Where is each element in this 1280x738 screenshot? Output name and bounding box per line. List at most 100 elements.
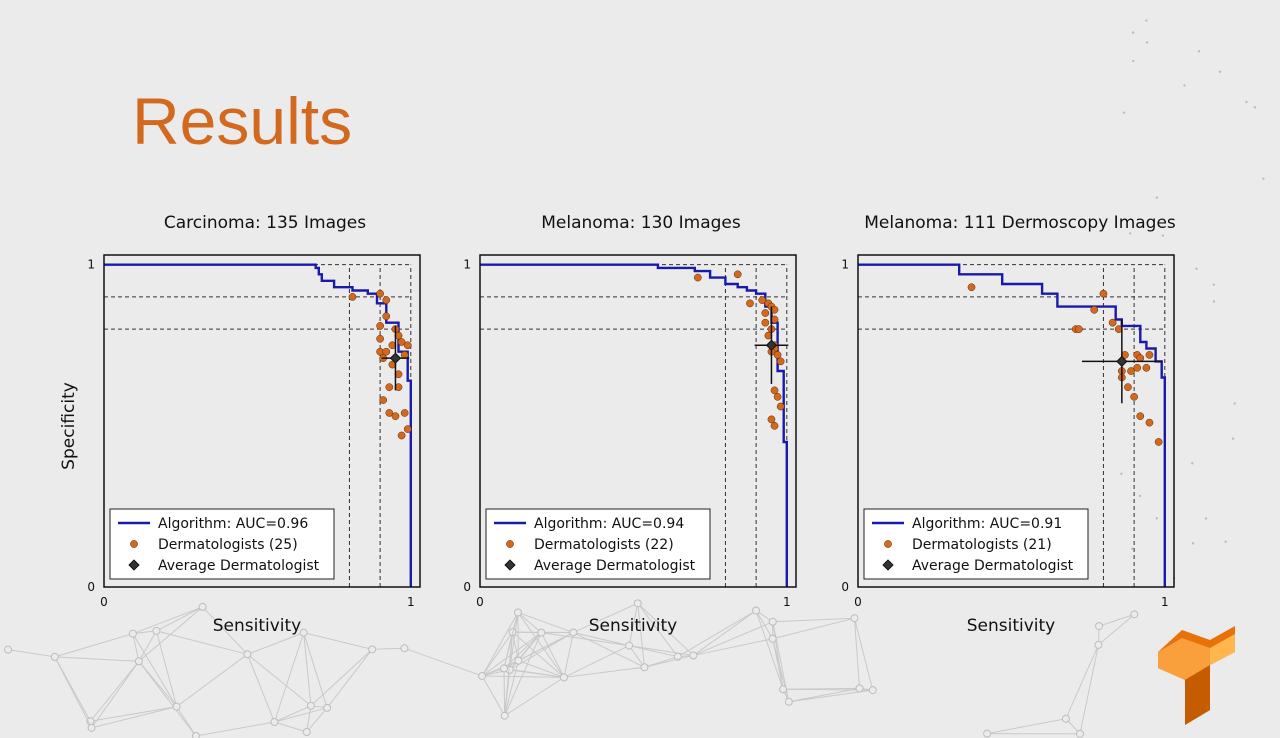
chart-legend: Algorithm: AUC=0.96 Dermatologists (25) Av… xyxy=(109,508,335,580)
network-node xyxy=(850,614,859,623)
network-edge xyxy=(573,631,645,668)
legend-dermatologist-label: Dermatologists (22) xyxy=(534,537,674,553)
network-edge xyxy=(155,630,178,707)
network-node xyxy=(152,626,161,635)
network-edge xyxy=(517,632,542,661)
network-edge xyxy=(540,632,565,678)
dermatologist-point xyxy=(385,383,394,392)
dermatologist-point xyxy=(770,386,779,395)
network-edge xyxy=(517,612,565,678)
network-edge xyxy=(573,602,638,633)
dermatologist-point xyxy=(348,293,357,301)
network-edge xyxy=(503,612,519,669)
average-dermatologist-marker xyxy=(765,339,778,351)
network-node xyxy=(191,732,200,738)
network-node xyxy=(1130,610,1139,619)
network-edge xyxy=(176,653,248,708)
dermatologist-point xyxy=(1133,363,1142,372)
network-edge xyxy=(306,707,328,733)
network-edge xyxy=(637,603,679,657)
dermatologist-point xyxy=(376,322,384,330)
network-dot xyxy=(1212,283,1215,286)
network-edge xyxy=(246,654,275,723)
network-edge xyxy=(504,632,513,716)
network-edge xyxy=(54,656,139,662)
dermatologist-point xyxy=(1145,351,1154,359)
y-tick-label: 1 xyxy=(463,258,471,272)
network-edge xyxy=(755,610,774,640)
dermatologist-point xyxy=(382,296,391,304)
legend-dermatologist-swatch xyxy=(506,540,514,548)
y-axis-label: Specificity xyxy=(59,382,79,470)
network-edge xyxy=(89,660,140,722)
algorithm-roc-curve xyxy=(480,263,788,587)
network-edge xyxy=(138,660,178,707)
network-edge xyxy=(54,633,133,658)
chart-melanoma-dermoscopy: Melanoma: 111 Dermoscopy Images 0 1 0 1 Sensi… xyxy=(841,213,1176,636)
network-edge xyxy=(637,603,645,668)
network-edge xyxy=(693,610,757,656)
network-node xyxy=(569,628,578,637)
x-axis-label: Sensitivity xyxy=(589,616,678,636)
network-edge xyxy=(637,602,694,656)
slide-title: Results xyxy=(132,84,353,158)
network-dot xyxy=(1231,437,1235,440)
network-edge xyxy=(91,706,177,729)
legend-average-label: Average Dermatologist xyxy=(912,558,1074,574)
algorithm-roc-curve xyxy=(104,263,412,587)
legend-average-label: Average Dermatologist xyxy=(158,558,320,574)
network-edge xyxy=(132,606,203,635)
dermatologist-point xyxy=(761,318,770,327)
network-edge xyxy=(563,632,574,678)
dermatologist-point xyxy=(1136,412,1145,421)
network-edge xyxy=(503,667,565,678)
network-node xyxy=(513,608,522,617)
network-edge xyxy=(404,647,483,677)
network-edge xyxy=(482,675,564,678)
network-dot xyxy=(1262,177,1265,180)
network-edge xyxy=(132,633,178,707)
network-edge xyxy=(788,687,860,703)
chart-carcinoma: Carcinoma: 135 Images 0 1 0 1 Sensitivity Spec… xyxy=(59,213,421,636)
network-node xyxy=(368,645,377,654)
network-node xyxy=(779,685,788,694)
network-edge xyxy=(132,633,140,662)
network-edge xyxy=(504,660,519,716)
network-dot xyxy=(1195,267,1198,270)
network-edge xyxy=(176,706,197,737)
x-tick-label: 0 xyxy=(100,595,108,609)
network-node xyxy=(768,617,777,626)
network-edge xyxy=(138,630,157,662)
dermatologist-point xyxy=(693,273,702,282)
dermatologist-point xyxy=(403,425,412,433)
average-dermatologist-marker xyxy=(389,352,402,364)
x-tick-label: 1 xyxy=(783,595,791,609)
network-node xyxy=(302,727,311,736)
network-edge xyxy=(310,648,373,707)
network-edge xyxy=(156,606,203,632)
network-dot xyxy=(1138,494,1142,498)
network-node xyxy=(128,629,137,638)
network-edge xyxy=(853,618,860,689)
network-edge xyxy=(273,632,305,723)
network-edge xyxy=(247,653,312,707)
network-node xyxy=(537,628,546,637)
network-node xyxy=(323,703,332,712)
network-edge xyxy=(573,631,630,647)
network-node xyxy=(1075,729,1084,738)
network-edge xyxy=(772,617,855,640)
y-tick-label: 0 xyxy=(463,580,471,594)
network-dot xyxy=(1197,50,1201,53)
legend-algorithm-label: Algorithm: AUC=0.94 xyxy=(534,516,684,532)
network-dot xyxy=(1245,100,1248,104)
network-node xyxy=(172,702,181,711)
network-edge xyxy=(755,610,784,690)
y-tick-label: 0 xyxy=(841,580,849,594)
x-axis-label: Sensitivity xyxy=(213,616,302,636)
dermatologist-point xyxy=(1130,392,1138,401)
axes-frame xyxy=(857,254,1175,588)
network-node xyxy=(1094,640,1103,649)
network-node xyxy=(134,657,143,666)
network-dot xyxy=(1120,472,1123,475)
network-edge xyxy=(563,645,630,678)
